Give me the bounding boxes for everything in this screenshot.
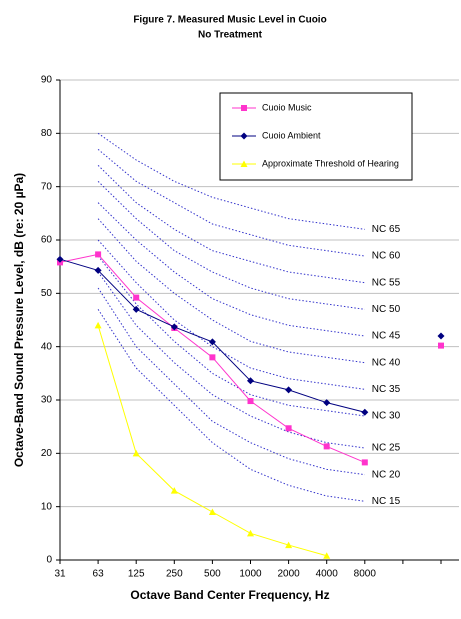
nc-label: NC 55 (372, 277, 401, 288)
marker (247, 377, 254, 385)
nc-curve (97, 309, 365, 502)
marker (94, 321, 102, 329)
x-tick-label: 31 (54, 569, 66, 580)
chart-title: Figure 7. Measured Music Level in Cuoio (133, 15, 326, 26)
x-tick-label: 63 (93, 569, 105, 580)
marker (285, 541, 293, 549)
legend-label: Cuoio Music (262, 102, 312, 112)
nc-curve (97, 164, 365, 284)
nc-label: NC 15 (372, 496, 401, 507)
marker (323, 552, 331, 559)
marker (209, 354, 216, 361)
nc-label: NC 50 (372, 304, 401, 315)
nc-label: NC 40 (372, 357, 401, 368)
marker (208, 338, 216, 346)
nc-label: NC 25 (372, 443, 401, 454)
y-tick-label: 60 (41, 235, 53, 246)
marker (323, 399, 331, 407)
legend-label: Cuoio Ambient (262, 130, 321, 140)
nc-curve (97, 271, 365, 449)
x-tick-label: 125 (128, 569, 145, 580)
nc-curve (97, 132, 365, 230)
x-tick-label: 250 (166, 569, 183, 580)
nc-curve (97, 255, 365, 417)
marker (285, 425, 292, 432)
nc-label: NC 20 (372, 469, 401, 480)
marker (240, 160, 248, 167)
y-tick-label: 50 (41, 288, 53, 299)
nc-curve (97, 218, 365, 364)
nc-curve (97, 202, 365, 337)
nc-curve (97, 148, 365, 257)
marker (56, 255, 64, 263)
y-tick-label: 90 (41, 75, 53, 86)
y-tick-label: 10 (41, 501, 53, 512)
x-tick-label: 500 (204, 569, 221, 580)
y-tick-label: 70 (41, 181, 53, 192)
marker (361, 408, 369, 416)
marker (361, 459, 368, 466)
nc-curve (97, 180, 365, 310)
marker (95, 251, 102, 258)
legend-label: Approximate Threshold of Hearing (262, 158, 399, 168)
nc-label: NC 45 (372, 331, 401, 342)
marker (247, 398, 254, 405)
nc-label: NC 65 (372, 224, 401, 235)
y-tick-label: 20 (41, 448, 53, 459)
marker (170, 323, 178, 331)
marker (240, 132, 248, 140)
x-tick-label: 8000 (354, 569, 377, 580)
x-tick-label: 1000 (239, 569, 262, 580)
marker (437, 332, 445, 340)
y-tick-label: 40 (41, 341, 53, 352)
chart-subtitle: No Treatment (198, 30, 263, 41)
marker (438, 342, 444, 349)
marker (323, 443, 330, 450)
marker (94, 266, 102, 274)
nc-label: NC 30 (372, 411, 401, 422)
marker (247, 529, 254, 537)
marker (241, 105, 247, 111)
y-tick-label: 80 (41, 128, 53, 139)
y-axis-title: Octave-Band Sound Pressure Level, dB (re… (12, 173, 26, 467)
x-axis-title: Octave Band Center Frequency, Hz (130, 588, 329, 602)
marker (208, 508, 216, 515)
marker (133, 294, 140, 301)
y-tick-label: 30 (41, 395, 53, 406)
y-tick-label: 0 (46, 555, 52, 566)
nc-label: NC 60 (372, 251, 401, 262)
marker (132, 449, 140, 457)
marker (132, 305, 140, 313)
nc-label: NC 35 (372, 384, 401, 395)
nc-curve (97, 239, 365, 390)
marker (170, 487, 178, 494)
x-tick-label: 4000 (316, 569, 339, 580)
x-tick-label: 2000 (277, 569, 300, 580)
marker (285, 386, 293, 394)
nc-curve (97, 287, 365, 476)
